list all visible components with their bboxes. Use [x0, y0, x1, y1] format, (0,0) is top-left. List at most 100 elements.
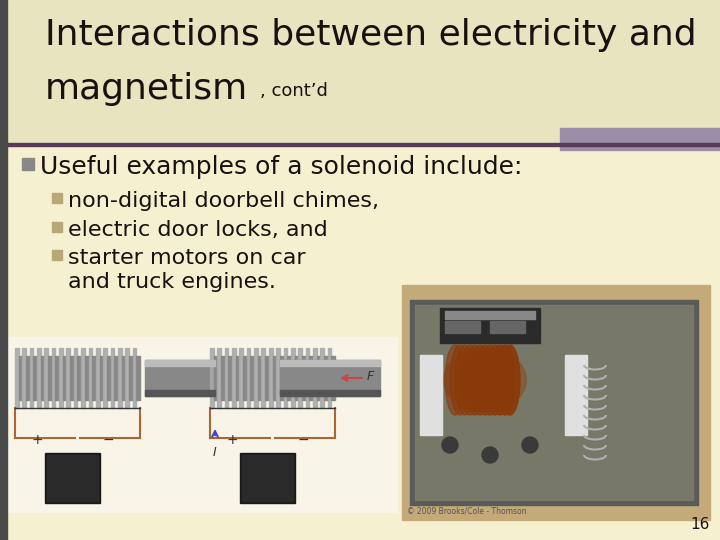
- Bar: [145, 360, 215, 396]
- Bar: [96, 348, 99, 408]
- Bar: [247, 348, 251, 408]
- Bar: [331, 356, 335, 400]
- Bar: [235, 356, 240, 400]
- Bar: [291, 348, 294, 408]
- Bar: [145, 360, 215, 366]
- Bar: [15, 348, 19, 408]
- Text: I: I: [213, 446, 217, 459]
- Bar: [7, 0, 720, 148]
- Ellipse shape: [500, 345, 520, 415]
- Text: electric door locks, and: electric door locks, and: [68, 220, 328, 240]
- Bar: [242, 455, 293, 501]
- Bar: [225, 348, 228, 408]
- Bar: [490, 321, 525, 333]
- Bar: [122, 356, 125, 400]
- Bar: [26, 356, 30, 400]
- Bar: [565, 355, 587, 435]
- Bar: [217, 348, 221, 408]
- Ellipse shape: [470, 345, 490, 415]
- Bar: [7, 143, 720, 146]
- Bar: [254, 348, 258, 408]
- Bar: [132, 348, 136, 408]
- Bar: [41, 356, 45, 400]
- Bar: [313, 348, 317, 408]
- Text: and truck engines.: and truck engines.: [68, 272, 276, 292]
- Bar: [420, 355, 442, 435]
- Bar: [7, 146, 720, 540]
- Circle shape: [442, 437, 458, 453]
- Bar: [66, 348, 70, 408]
- Ellipse shape: [490, 345, 510, 415]
- Bar: [328, 348, 331, 408]
- Text: +: +: [226, 433, 238, 447]
- Bar: [445, 321, 480, 333]
- Bar: [136, 356, 140, 400]
- Text: Useful examples of a solenoid include:: Useful examples of a solenoid include:: [40, 155, 523, 179]
- Text: −: −: [102, 433, 114, 447]
- Bar: [45, 348, 48, 408]
- Bar: [240, 453, 295, 503]
- Bar: [410, 300, 698, 505]
- Text: starter motors on car: starter motors on car: [68, 248, 305, 268]
- Bar: [74, 348, 78, 408]
- Bar: [78, 356, 81, 400]
- Ellipse shape: [480, 345, 500, 415]
- Ellipse shape: [460, 345, 480, 415]
- Bar: [298, 348, 302, 408]
- Bar: [272, 356, 276, 400]
- Bar: [280, 356, 284, 400]
- Bar: [305, 348, 310, 408]
- Bar: [52, 222, 62, 232]
- Bar: [214, 356, 217, 400]
- Ellipse shape: [445, 345, 465, 415]
- Bar: [261, 348, 265, 408]
- Bar: [52, 193, 62, 203]
- Text: © 2009 Brooks/Cole - Thomson: © 2009 Brooks/Cole - Thomson: [407, 506, 526, 515]
- Bar: [287, 356, 291, 400]
- Bar: [280, 360, 380, 366]
- Ellipse shape: [455, 345, 475, 415]
- Bar: [243, 356, 247, 400]
- Bar: [33, 356, 37, 400]
- Bar: [440, 308, 540, 343]
- Bar: [276, 348, 280, 408]
- Bar: [0, 0, 7, 540]
- Bar: [265, 356, 269, 400]
- Bar: [125, 348, 129, 408]
- Ellipse shape: [450, 345, 470, 415]
- Text: Interactions between electricity and: Interactions between electricity and: [45, 18, 697, 52]
- Bar: [258, 356, 261, 400]
- Bar: [310, 356, 313, 400]
- Bar: [45, 453, 100, 503]
- Text: non-digital doorbell chimes,: non-digital doorbell chimes,: [68, 191, 379, 211]
- Bar: [284, 348, 287, 408]
- Bar: [280, 360, 380, 396]
- Ellipse shape: [465, 345, 485, 415]
- Bar: [48, 356, 52, 400]
- Circle shape: [522, 437, 538, 453]
- Text: , cont’d: , cont’d: [260, 82, 328, 100]
- Bar: [92, 356, 96, 400]
- Bar: [294, 356, 298, 400]
- Bar: [85, 356, 89, 400]
- Bar: [221, 356, 225, 400]
- Bar: [317, 356, 320, 400]
- Bar: [129, 356, 132, 400]
- Bar: [22, 348, 26, 408]
- Bar: [52, 348, 55, 408]
- Bar: [52, 250, 62, 260]
- Bar: [111, 348, 114, 408]
- Bar: [89, 348, 92, 408]
- Ellipse shape: [444, 348, 526, 411]
- Bar: [47, 455, 98, 501]
- Bar: [63, 356, 66, 400]
- Bar: [37, 348, 41, 408]
- Bar: [7, 337, 397, 512]
- Bar: [402, 285, 710, 520]
- Text: magnetism: magnetism: [45, 72, 248, 106]
- Bar: [22, 158, 34, 170]
- Bar: [269, 348, 272, 408]
- Text: −: −: [297, 433, 309, 447]
- Bar: [228, 356, 232, 400]
- Bar: [280, 390, 380, 396]
